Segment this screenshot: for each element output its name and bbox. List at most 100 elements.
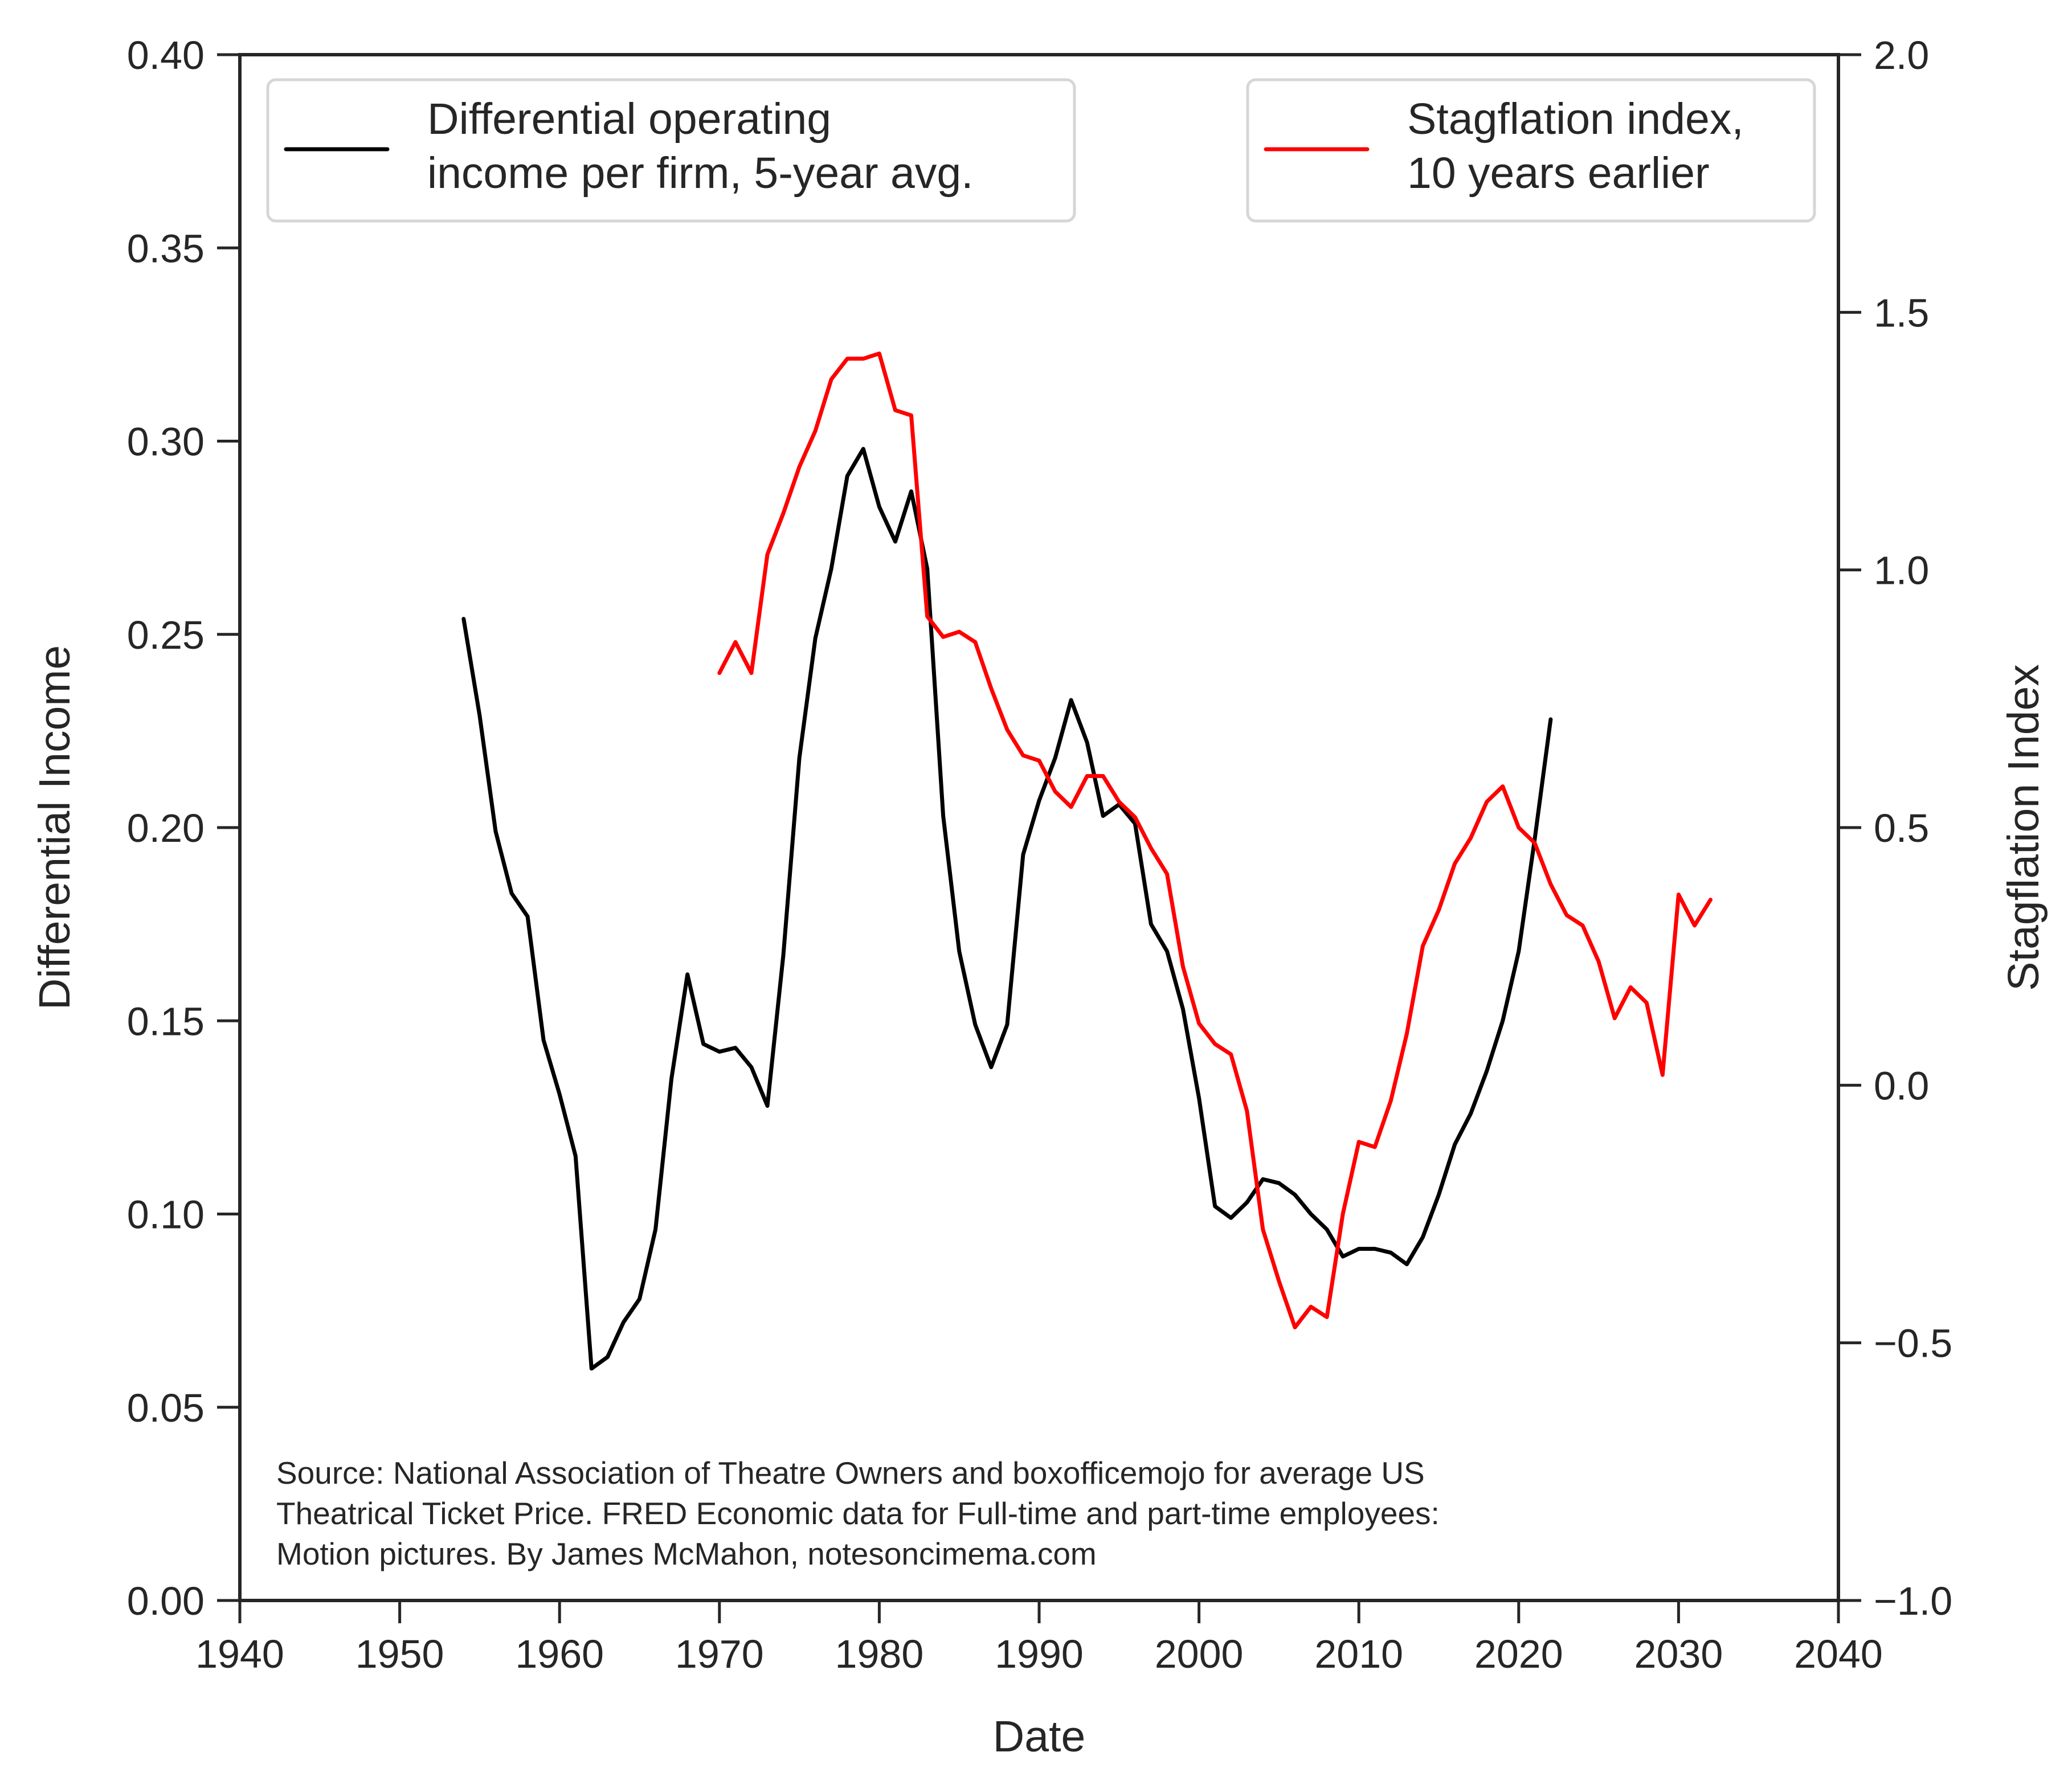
y-tick-label-left: 0.05: [127, 1386, 205, 1430]
stagflation-point: [1149, 846, 1153, 850]
income-point: [958, 949, 961, 953]
stagflation-point: [1661, 1073, 1664, 1076]
income-point: [1229, 1216, 1233, 1219]
stagflation-point: [766, 553, 769, 556]
stagflation-point: [894, 408, 897, 412]
income-point: [606, 1356, 609, 1359]
income-point: [702, 1042, 705, 1046]
stagflation-point: [1645, 1001, 1648, 1005]
source-line-2: Theatrical Ticket Price. FRED Economic d…: [276, 1496, 1440, 1531]
income-point: [1389, 1251, 1392, 1254]
legend-left-line-1: Differential operating: [427, 95, 831, 144]
income-point: [1213, 1205, 1217, 1208]
stagflation-point: [1293, 1326, 1297, 1329]
income-point: [926, 567, 929, 570]
income-point: [845, 474, 849, 478]
income-point: [686, 973, 689, 976]
income-point: [654, 1228, 657, 1231]
y-axis-left-title: Differential Income: [30, 645, 79, 1010]
income-point: [1325, 1228, 1329, 1231]
stagflation-point: [1565, 914, 1568, 917]
stagflation-point: [1629, 985, 1632, 989]
stagflation-point: [829, 378, 833, 381]
stagflation-point: [1325, 1315, 1329, 1319]
income-point: [1182, 1008, 1185, 1011]
income-point: [558, 1092, 561, 1096]
stagflation-point: [1085, 775, 1089, 778]
stagflation-point: [1037, 759, 1041, 762]
stagflation-point: [1182, 965, 1185, 968]
x-tick-label: 2000: [1155, 1632, 1244, 1676]
income-point: [1341, 1255, 1344, 1258]
source-annotation: Source: National Association of Theatre …: [276, 1455, 1440, 1571]
legend-right-line-1: Stagflation index,: [1407, 95, 1744, 144]
series-layer: [461, 351, 1713, 1371]
stagflation-point: [990, 687, 993, 690]
source-line-3: Motion pictures. By James McMahon, notes…: [276, 1536, 1097, 1571]
stagflation-point: [1373, 1145, 1376, 1149]
stagflation-point: [877, 352, 881, 355]
income-point: [1053, 756, 1057, 760]
stagflation-point: [814, 429, 817, 432]
income-point: [574, 1155, 577, 1158]
stagflation-point: [1261, 1228, 1265, 1231]
stagflation-point: [1549, 883, 1552, 886]
stagflation-point: [1693, 924, 1697, 927]
income-point: [1437, 1193, 1441, 1197]
income-point: [1261, 1177, 1265, 1181]
income-point: [494, 830, 497, 833]
income-point: [1373, 1247, 1376, 1251]
income-point: [990, 1066, 993, 1069]
stagflation-point: [782, 511, 785, 515]
y-tick-label-right: 0.5: [1874, 806, 1929, 850]
income-point: [462, 617, 465, 621]
stagflation-point: [845, 357, 849, 361]
income-point: [1501, 1019, 1505, 1022]
stagflation-point: [1581, 924, 1584, 927]
stagflation-point: [926, 615, 929, 618]
legend-right-line-2: 10 years earlier: [1407, 149, 1710, 198]
y-tick-label-right: 0.0: [1874, 1063, 1929, 1108]
stagflation-point: [1405, 1032, 1408, 1035]
income-point: [1485, 1070, 1489, 1073]
stagflation-point: [1053, 790, 1057, 793]
x-tick-label: 2040: [1794, 1632, 1883, 1676]
income-point: [590, 1367, 593, 1370]
income-point: [718, 1050, 721, 1054]
stagflation-point: [1357, 1140, 1360, 1144]
stagflation-point: [942, 635, 945, 638]
x-axis: 1940 1950 1960 1970 1980 1990 2000 2010 2020 2030…: [195, 1600, 1883, 1676]
income-point: [1069, 698, 1073, 702]
stagflation-point: [1006, 728, 1009, 731]
income-point: [542, 1038, 545, 1042]
y-tick-label-left: 0.35: [127, 226, 205, 271]
y-tick-label-right: −0.5: [1874, 1321, 1952, 1366]
y-tick-label-right: 1.5: [1874, 290, 1929, 335]
stagflation-point: [1613, 1017, 1616, 1020]
income-point: [1309, 1213, 1313, 1216]
x-tick-label: 2010: [1314, 1632, 1403, 1676]
y-tick-label-left: 0.00: [127, 1579, 205, 1623]
income-point: [510, 891, 513, 895]
y-tick-label-left: 0.25: [127, 613, 205, 657]
income-point: [478, 714, 481, 717]
y-tick-label-left: 0.40: [127, 33, 205, 77]
stagflation-point: [798, 465, 801, 469]
y-tick-label-left: 0.15: [127, 999, 205, 1043]
income-point: [829, 567, 833, 570]
income-point: [526, 915, 529, 918]
income-point: [670, 1077, 673, 1080]
income-point: [1198, 1096, 1201, 1100]
income-point: [1085, 741, 1089, 744]
stagflation-point: [1709, 898, 1713, 902]
income-point: [1421, 1235, 1424, 1239]
y-tick-label-right: 2.0: [1874, 33, 1929, 77]
income-point: [1101, 814, 1105, 818]
stagflation-point: [1389, 1099, 1392, 1103]
stagflation-point: [734, 640, 737, 644]
source-line-1: Source: National Association of Theatre …: [276, 1455, 1425, 1491]
stagflation-point: [718, 672, 721, 675]
income-point: [798, 756, 801, 760]
x-tick-label: 1960: [515, 1632, 604, 1676]
